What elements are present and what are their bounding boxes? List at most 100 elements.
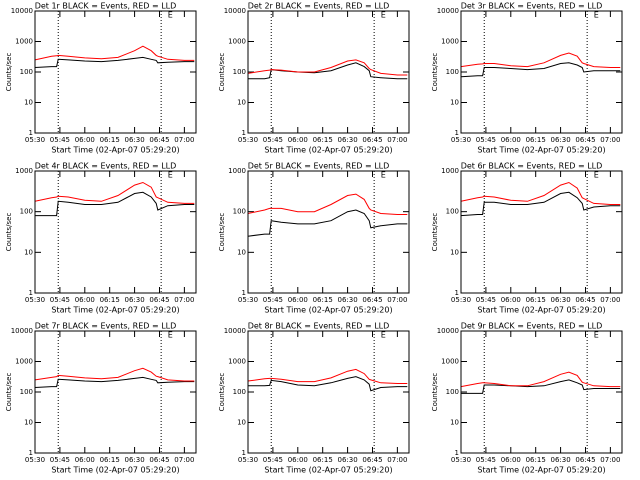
y-tick-label: 1000 [228, 358, 246, 366]
y-tick-label: 10000 [11, 7, 33, 15]
y-tick-label: 100 [446, 388, 459, 396]
y-tick-label: 10000 [224, 7, 246, 15]
y-tick-label: 1000 [15, 167, 33, 175]
y-axis-label: Counts/sec [431, 373, 439, 412]
x-tick-label: 05:30 [238, 456, 258, 464]
x-tick-label: 06:15 [313, 456, 333, 464]
plot-frame [34, 170, 197, 294]
y-tick-label: 1000 [441, 167, 459, 175]
y-tick-label: 100 [233, 68, 246, 76]
y-tick-label: 1000 [441, 358, 459, 366]
x-tick-label: 07:00 [600, 456, 620, 464]
x-tick-label: 05:45 [476, 136, 496, 144]
x-tick-label: 06:00 [501, 456, 521, 464]
x-tick-label: 05:45 [50, 136, 70, 144]
x-tick-label: 05:30 [451, 456, 471, 464]
y-tick-label: 10 [237, 99, 246, 107]
data-line [34, 367, 195, 382]
y-axis-label: Counts/sec [431, 53, 439, 92]
x-tick-label: 07:00 [174, 456, 194, 464]
x-tick-label: 05:30 [238, 296, 258, 304]
x-axis-label: Start Time (02-Apr-07 05:29:20) [264, 306, 392, 315]
annotation: E [594, 171, 599, 180]
x-tick-label: 06:45 [575, 456, 595, 464]
annotation: E [594, 331, 599, 340]
y-tick-label: 1000 [15, 38, 33, 46]
y-tick-label: 100 [233, 208, 246, 216]
x-tick-label: 06:00 [501, 136, 521, 144]
x-tick-label: 06:45 [362, 136, 382, 144]
y-tick-label: 1 [242, 289, 246, 297]
y-tick-label: 1 [455, 289, 459, 297]
x-tick-label: 05:45 [263, 296, 283, 304]
chart-title: Det 9r BLACK = Events, RED = LLD [461, 322, 603, 331]
y-axis-label: Counts/sec [5, 53, 13, 92]
x-tick-label: 06:30 [550, 456, 570, 464]
annotation: E [381, 11, 386, 20]
x-axis-label: Start Time (02-Apr-07 05:29:20) [51, 306, 179, 315]
annotation: E [168, 331, 173, 340]
y-axis-label: Counts/sec [218, 373, 226, 412]
chart-title: Det 1r BLACK = Events, RED = LLD [35, 2, 177, 11]
y-tick-label: 10 [450, 99, 459, 107]
y-tick-label: 10000 [224, 327, 246, 335]
x-axis-label: Start Time (02-Apr-07 05:29:20) [51, 466, 179, 475]
y-tick-label: 1 [455, 129, 459, 137]
chart-title: Det 5r BLACK = Events, RED = LLD [248, 162, 390, 171]
data-line [461, 379, 621, 394]
x-tick-label: 05:30 [25, 136, 45, 144]
y-tick-label: 100 [446, 68, 459, 76]
x-tick-label: 06:30 [550, 296, 570, 304]
x-tick-label: 06:00 [501, 296, 521, 304]
x-tick-label: 06:45 [149, 296, 169, 304]
x-tick-label: 06:15 [526, 136, 546, 144]
plot-frame [460, 170, 623, 294]
y-tick-label: 10 [450, 419, 459, 427]
x-tick-label: 07:00 [387, 136, 407, 144]
chart-title: Det 2r BLACK = Events, RED = LLD [248, 2, 390, 11]
x-tick-label: 06:00 [288, 296, 308, 304]
data-line [460, 371, 621, 388]
data-line [248, 376, 408, 392]
x-tick-label: 06:15 [100, 136, 120, 144]
y-tick-label: 100 [20, 388, 33, 396]
x-tick-label: 05:30 [238, 136, 258, 144]
x-tick-label: 06:30 [337, 456, 357, 464]
y-tick-label: 1000 [441, 38, 459, 46]
data-line [247, 368, 408, 384]
x-tick-label: 06:45 [575, 296, 595, 304]
x-tick-label: 05:30 [25, 296, 45, 304]
data-line [247, 193, 408, 215]
y-tick-label: 100 [20, 68, 33, 76]
data-line [460, 52, 621, 68]
x-tick-label: 07:00 [387, 456, 407, 464]
x-tick-label: 06:30 [337, 136, 357, 144]
annotation: E [381, 331, 386, 340]
x-tick-label: 07:00 [174, 296, 194, 304]
x-tick-label: 06:15 [100, 296, 120, 304]
x-tick-label: 06:00 [288, 136, 308, 144]
x-tick-label: 06:45 [149, 456, 169, 464]
y-tick-label: 10 [24, 248, 33, 256]
y-tick-label: 10 [237, 419, 246, 427]
data-line [460, 191, 621, 217]
data-line [247, 59, 408, 76]
x-tick-label: 06:15 [313, 136, 333, 144]
annotation: E [168, 11, 173, 20]
y-axis-label: Counts/sec [5, 213, 13, 252]
y-tick-label: 10 [24, 419, 33, 427]
x-tick-label: 06:30 [550, 136, 570, 144]
plot-frame [460, 10, 623, 134]
x-tick-label: 06:45 [149, 136, 169, 144]
chart-title: Det 8r BLACK = Events, RED = LLD [248, 322, 390, 331]
y-tick-label: 10 [450, 248, 459, 256]
y-tick-label: 10 [24, 99, 33, 107]
x-tick-label: 07:00 [387, 296, 407, 304]
x-axis-label: Start Time (02-Apr-07 05:29:20) [477, 466, 605, 475]
y-axis-label: Counts/sec [431, 213, 439, 252]
data-line [34, 181, 195, 204]
y-tick-label: 1 [29, 129, 33, 137]
x-tick-label: 05:30 [451, 296, 471, 304]
data-line [460, 62, 621, 78]
x-tick-label: 05:45 [263, 136, 283, 144]
